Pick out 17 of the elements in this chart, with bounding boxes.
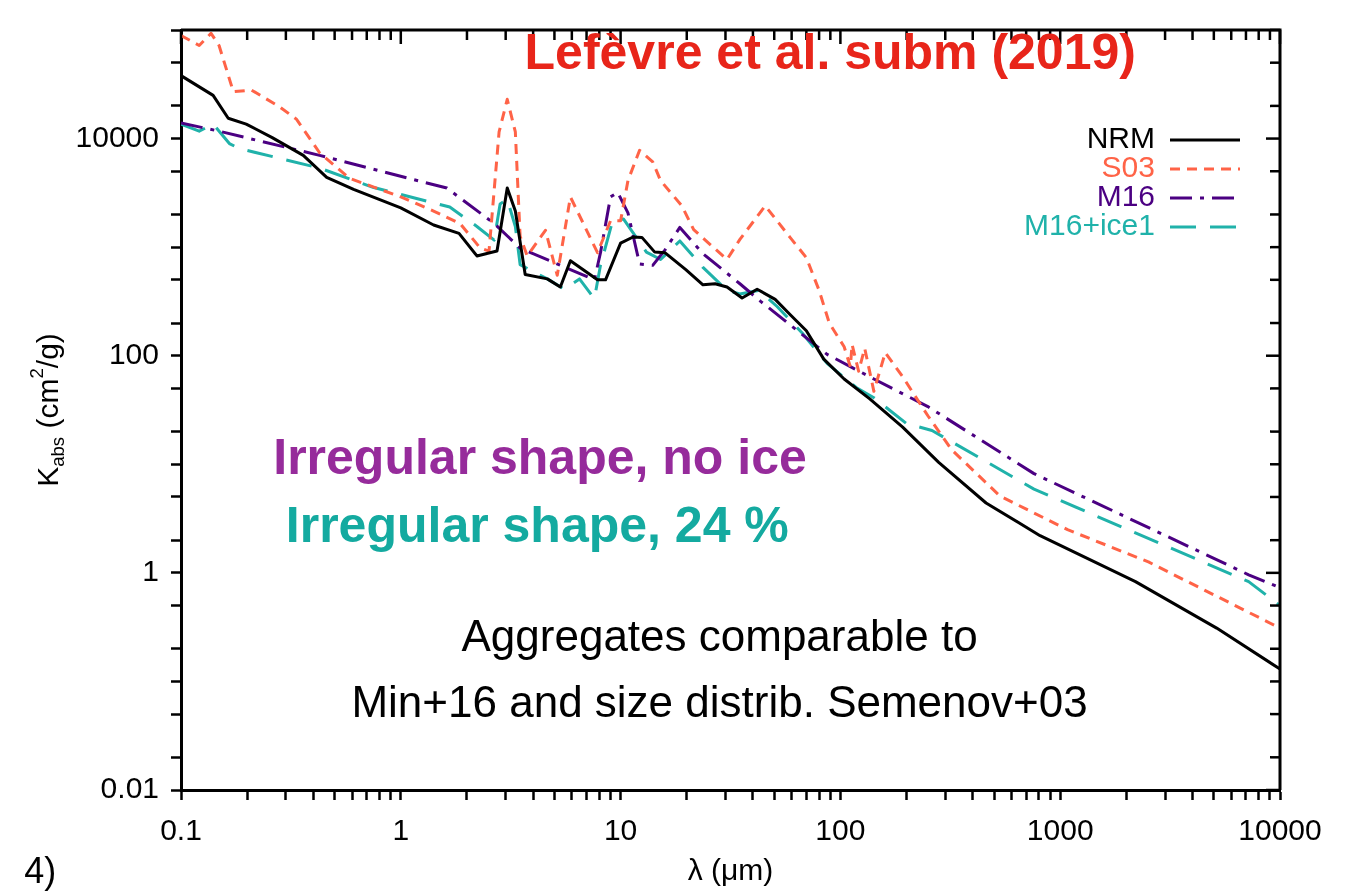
y-tick-label: 10000 <box>75 119 159 153</box>
annotation: Irregular shape, 24 % <box>285 497 789 554</box>
y-tick-label: 1 <box>142 554 159 588</box>
y-axis-title: Kabs (cm2/g) <box>25 333 68 487</box>
x-tick-label: 10000 <box>1238 813 1322 847</box>
x-axis-title: λ (μm) <box>687 853 774 887</box>
annotation: Aggregates comparable to Min+16 and size distrib. Semenov+03 <box>351 610 1088 726</box>
annotation: Lefèvre et al. subm (2019) <box>524 24 1136 81</box>
x-tick-label: 100 <box>815 813 866 847</box>
x-tick-label: 10 <box>603 813 638 847</box>
x-tick-label: 0.1 <box>160 813 202 847</box>
x-tick-label: 1000 <box>1026 813 1094 847</box>
text: 4) <box>24 850 57 892</box>
annotation: Irregular shape, no ice <box>273 428 807 485</box>
x-tick-label: 1 <box>392 813 410 847</box>
y-tick-label: 100 <box>108 336 159 370</box>
y-tick-label: 0.01 <box>100 771 159 805</box>
